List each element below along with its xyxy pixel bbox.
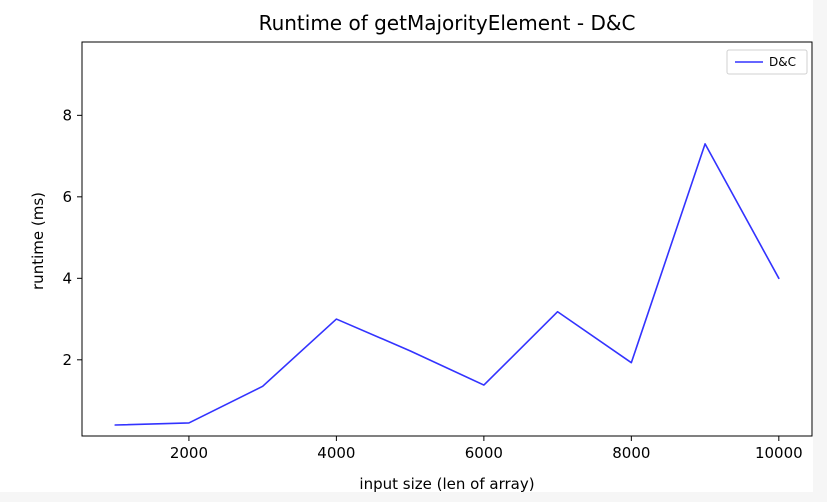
plot-frame: [81, 41, 813, 437]
chart-title: Runtime of getMajorityElement - D&C: [259, 11, 636, 35]
y-tick-label: 2: [62, 351, 72, 369]
x-tick-label: 2000: [170, 444, 208, 462]
horizontal-scrollbar[interactable]: [0, 492, 827, 502]
vertical-scrollbar[interactable]: [813, 0, 827, 502]
x-axis-label: input size (len of array): [359, 475, 534, 493]
y-axis-label: runtime (ms): [29, 192, 47, 290]
legend-box: [726, 49, 808, 75]
y-tick-label: 4: [62, 269, 72, 287]
legend-label-d-and-c: D&C: [769, 55, 796, 69]
x-tick-label: 6000: [465, 444, 503, 462]
legend: D&C: [726, 49, 808, 75]
y-tick-label: 8: [62, 106, 72, 124]
x-tick-label: 10000: [755, 444, 803, 462]
x-tick-label: 4000: [317, 444, 355, 462]
series-line-d-and-c: [114, 143, 780, 426]
plot-area: 2000 4000 6000 8000 10000 2 4 6 8: [62, 41, 813, 462]
x-tick-label: 8000: [612, 444, 650, 462]
y-tick-label: 6: [62, 188, 72, 206]
